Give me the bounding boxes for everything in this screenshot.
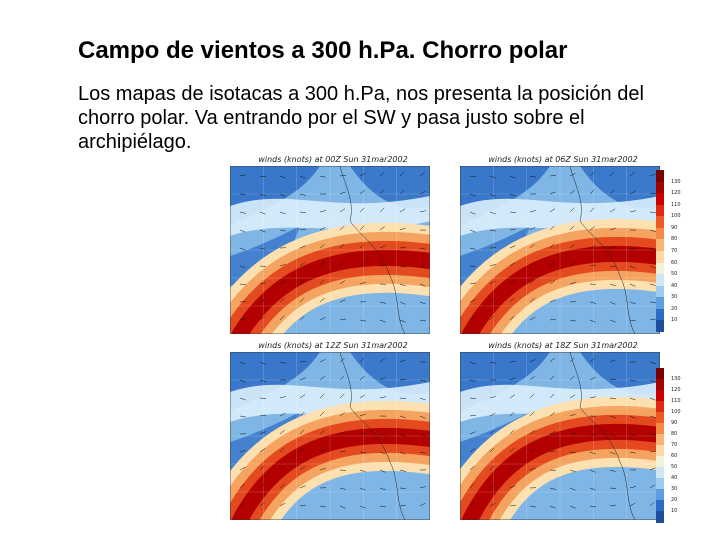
colorbar-label: 100	[671, 213, 681, 220]
colorbar-swatch	[656, 401, 664, 413]
colorbar-swatch	[656, 511, 664, 523]
colorbar-label: 20	[671, 497, 678, 503]
colorbar-top-labels: 130 120 110 100 90 80 70 60 50 40 30 20 10	[671, 170, 685, 332]
colorbar-label: 80	[671, 236, 678, 243]
colorbar-swatch	[656, 308, 664, 321]
colorbar-swatch	[656, 412, 664, 424]
colorbar-swatch	[656, 390, 664, 402]
colorbar-swatch	[656, 320, 664, 333]
colorbar-swatch	[656, 467, 664, 479]
colorbar-label: 70	[671, 442, 678, 448]
map-caption: winds (knots) at 12Z Sun 31mar2002	[258, 341, 408, 350]
colorbar-swatch	[656, 193, 664, 206]
colorbar-label: 40	[671, 282, 678, 289]
colorbar-swatch	[656, 379, 664, 391]
colorbar-swatch	[656, 181, 664, 194]
colorbar-label: 30	[671, 486, 678, 492]
colorbar-swatch	[656, 434, 664, 446]
colorbar-label: 70	[671, 248, 678, 254]
colorbar-swatch	[656, 170, 664, 183]
colorbar-label: 60	[671, 259, 678, 266]
slide-body-text: Los mapas de isotacas a 300 h.Pa, nos pr…	[78, 83, 644, 153]
colorbar-swatch	[656, 489, 664, 501]
colorbar-swatch	[656, 216, 664, 229]
colorbar-bottom-labels: 130 120 110 100 90 80 70 60 50 40 30 20 10	[671, 368, 685, 522]
colorbar-swatch	[656, 227, 664, 240]
map-caption: winds (knots) at 18Z Sun 31mar2002	[488, 341, 638, 350]
isotach-map	[460, 352, 660, 520]
colorbar-swatch	[656, 274, 664, 287]
colorbar-swatch	[656, 500, 664, 512]
slide-title: Campo de vientos a 300 h.Pa. Chorro pola…	[78, 37, 568, 64]
colorbar-label: 80	[671, 431, 678, 437]
colorbar-label: 10	[671, 508, 678, 514]
colorbar-top	[656, 170, 668, 333]
colorbar-swatch	[656, 423, 664, 435]
colorbar-label: 130	[671, 376, 681, 382]
colorbar-swatch	[656, 262, 664, 275]
wind-map-panel-12z: winds (knots) at 12Z Sun 31mar2002	[218, 340, 448, 520]
isotach-map	[460, 166, 660, 334]
colorbar-label: 120	[671, 190, 681, 197]
isotach-map	[230, 166, 430, 334]
map-caption: winds (knots) at 06Z Sun 31mar2002	[488, 155, 638, 164]
colorbar-label: 20	[671, 305, 678, 312]
map-caption: winds (knots) at 00Z Sun 31mar2002	[258, 155, 408, 164]
colorbar-swatch	[656, 239, 664, 252]
colorbar-label: 90	[671, 420, 678, 426]
colorbar-label: 30	[671, 294, 678, 301]
colorbar-swatch	[656, 285, 664, 298]
colorbar-label: 50	[671, 464, 678, 470]
colorbar-bottom	[656, 368, 668, 523]
wind-map-panel-18z: winds (knots) at 18Z Sun 31mar2002	[448, 340, 678, 520]
colorbar-swatch	[656, 478, 664, 490]
colorbar-label: 100	[671, 409, 681, 415]
colorbar-swatch	[656, 251, 664, 264]
colorbar-label: 90	[671, 224, 678, 231]
colorbar-swatch	[656, 456, 664, 468]
colorbar-label: 40	[671, 475, 678, 481]
colorbar-label: 120	[671, 387, 681, 393]
colorbar-label: 60	[671, 453, 678, 459]
colorbar-label: 50	[671, 271, 678, 278]
colorbar-label: 130	[671, 178, 681, 185]
colorbar-label: 110	[671, 201, 681, 208]
isotach-map	[230, 352, 430, 520]
colorbar-label: 10	[671, 317, 678, 324]
colorbar-label: 110	[671, 398, 681, 404]
wind-map-panel-00z: winds (knots) at 00Z Sun 31mar2002	[218, 154, 448, 334]
colorbar-swatch	[656, 445, 664, 457]
colorbar-swatch	[656, 297, 664, 310]
colorbar-swatch	[656, 368, 664, 380]
colorbar-swatch	[656, 204, 664, 217]
wind-map-panel-06z: winds (knots) at 06Z Sun 31mar2002	[448, 154, 678, 334]
